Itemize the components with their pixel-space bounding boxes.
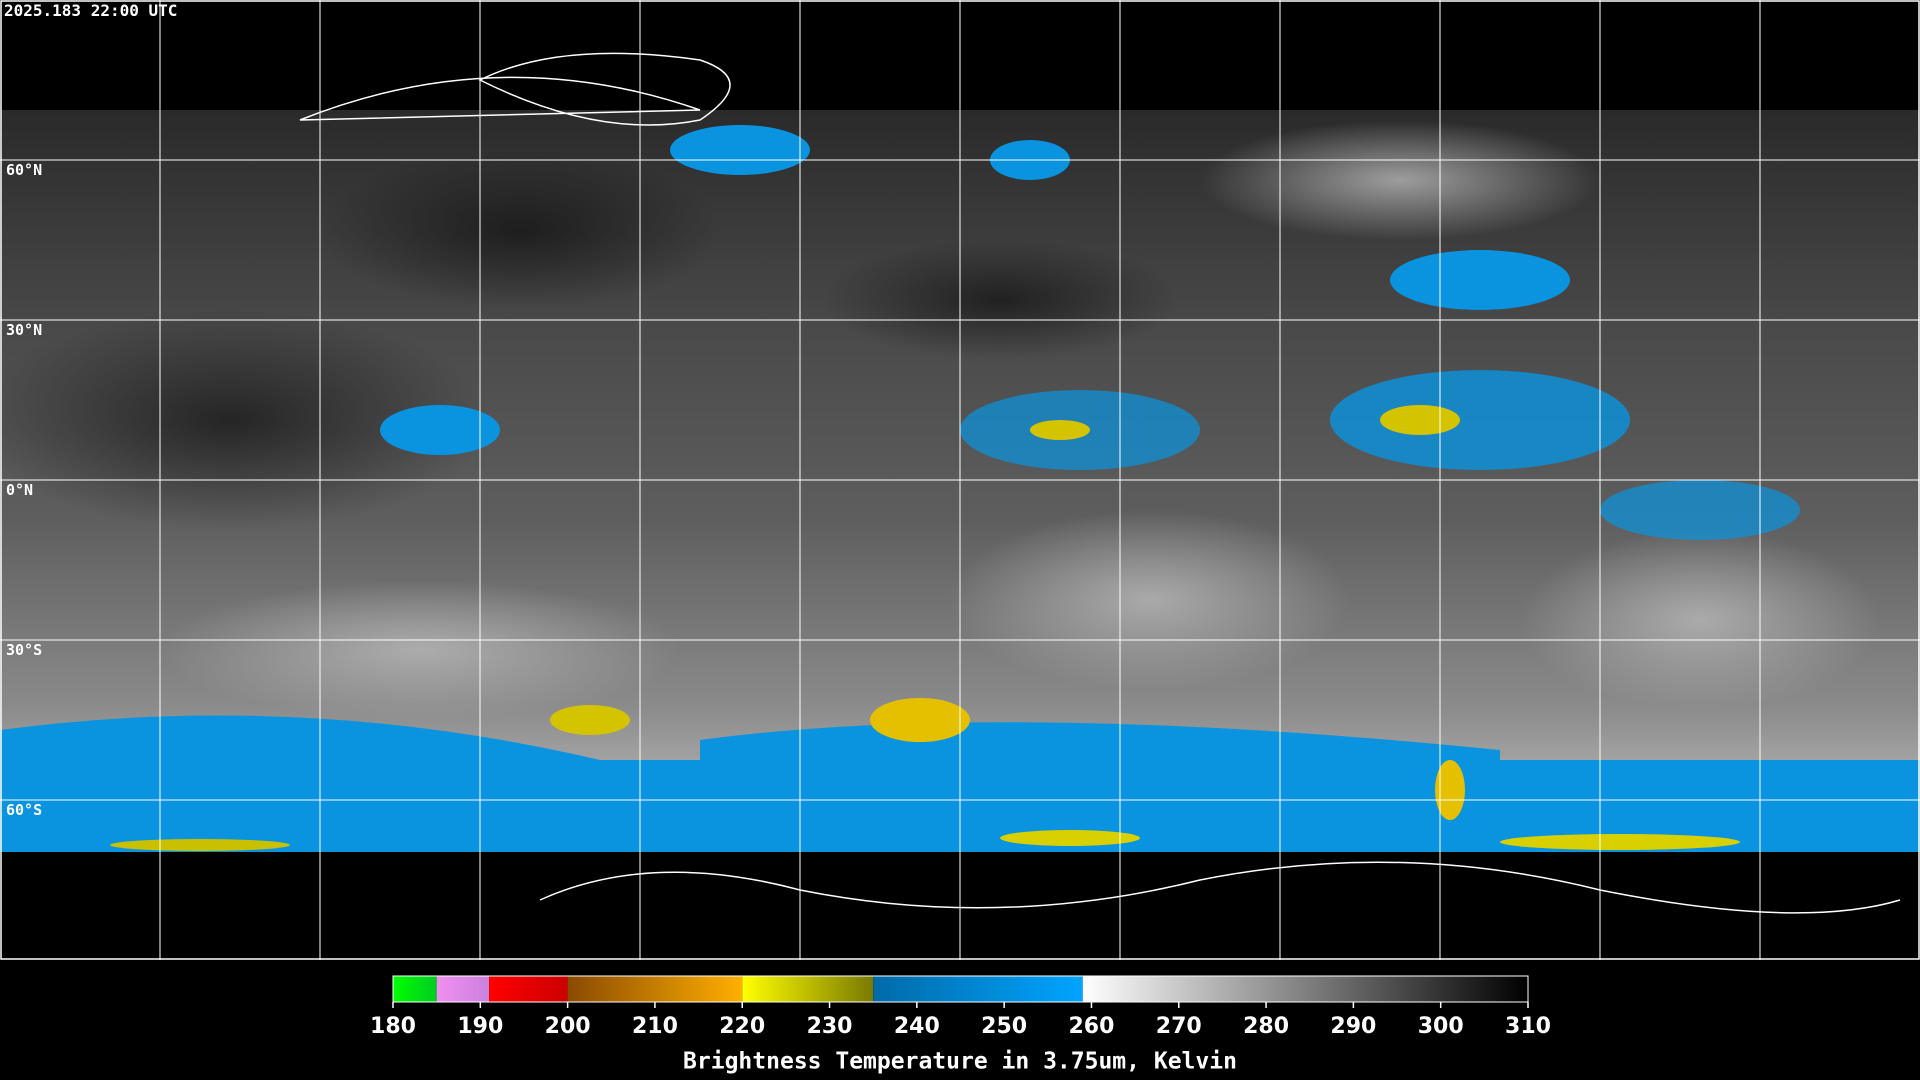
colorbar-tick-label: 210 xyxy=(632,1014,678,1039)
colorbar-tick-label: 240 xyxy=(894,1014,940,1039)
timestamp: 2025.183 22:00 UTC xyxy=(4,1,177,20)
colorbar-tick-label: 180 xyxy=(370,1014,416,1039)
colorbar-segment xyxy=(489,976,568,1002)
colorbar-tick-label: 310 xyxy=(1505,1014,1551,1039)
colorbar-tick-label: 260 xyxy=(1068,1014,1114,1039)
latitude-label: 30°N xyxy=(6,321,42,339)
colorbar-tick-label: 230 xyxy=(807,1014,853,1039)
colorbar-segment xyxy=(393,976,437,1002)
map-frame xyxy=(0,0,1920,960)
latitude-label: 60°N xyxy=(6,161,42,179)
colorbar-tick-label: 220 xyxy=(719,1014,765,1039)
colorbar-segment xyxy=(742,976,874,1002)
colorbar-tick-label: 190 xyxy=(457,1014,503,1039)
graticule: 60°N 30°N 0°N 30°S 60°S xyxy=(0,0,1920,960)
colorbar-tick-label: 250 xyxy=(981,1014,1027,1039)
colorbar-segment xyxy=(567,976,743,1002)
colorbar: 180 190 200 210 220 230 240 250 260 270 280 290 300 3… xyxy=(370,975,1551,1039)
colorbar-frame xyxy=(392,975,1529,1003)
latitude-label: 60°S xyxy=(6,801,42,819)
colorbar-tick-label: 290 xyxy=(1330,1014,1376,1039)
colorbar-segment xyxy=(436,976,490,1002)
latitude-label: 30°S xyxy=(6,641,42,659)
colorbar-tick-label: 270 xyxy=(1156,1014,1202,1039)
colorbar-segment xyxy=(1082,976,1528,1002)
colorbar-tick-label: 200 xyxy=(545,1014,591,1039)
latitude-label: 0°N xyxy=(6,481,33,499)
colorbar-tick-label: 280 xyxy=(1243,1014,1289,1039)
colorbar-segment xyxy=(873,976,1083,1002)
colorbar-title: Brightness Temperature in 3.75um, Kelvin xyxy=(683,1049,1237,1075)
colorbar-tick-label: 300 xyxy=(1418,1014,1464,1039)
